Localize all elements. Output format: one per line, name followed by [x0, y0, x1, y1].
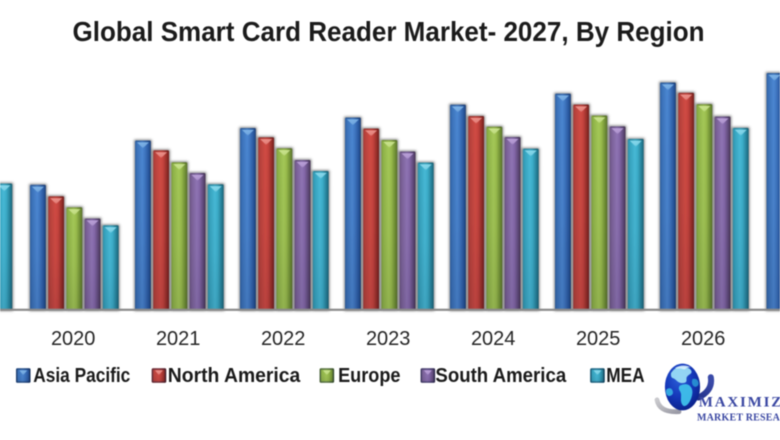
svg-text:2022: 2022 [261, 328, 306, 350]
svg-text:Global Smart Card Reader Marke: Global Smart Card Reader Market- 2027, B… [73, 16, 705, 47]
svg-text:Europe: Europe [338, 365, 400, 387]
svg-text:North America: North America [168, 365, 301, 387]
svg-text:MARKET RESEARCH: MARKET RESEARCH [697, 413, 780, 424]
svg-text:2021: 2021 [156, 328, 201, 350]
svg-text:2026: 2026 [681, 328, 726, 350]
svg-text:2023: 2023 [366, 328, 411, 350]
svg-text:South America: South America [435, 365, 567, 387]
svg-text:MEA: MEA [606, 365, 644, 387]
svg-text:2025: 2025 [576, 328, 621, 350]
svg-text:Asia Pacific: Asia Pacific [33, 365, 130, 387]
svg-text:MAXIMIZE: MAXIMIZE [699, 394, 780, 410]
svg-text:2024: 2024 [471, 328, 516, 350]
svg-text:2020: 2020 [51, 328, 96, 350]
